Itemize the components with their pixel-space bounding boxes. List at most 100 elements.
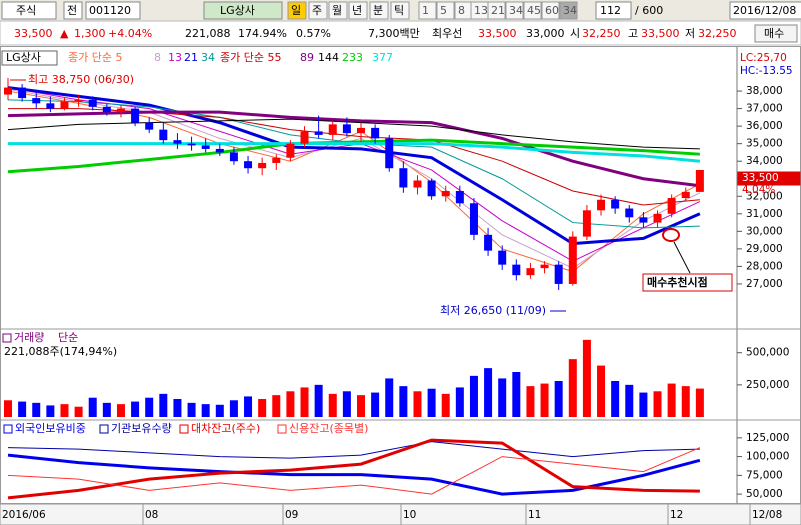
period-button[interactable] bbox=[348, 1, 368, 20]
y-tick-label: 100,000 bbox=[746, 451, 789, 463]
volume-bar bbox=[229, 400, 238, 417]
candle-body bbox=[568, 236, 577, 284]
buy-button-label[interactable]: 매수 bbox=[764, 27, 784, 40]
volume-bar bbox=[540, 383, 549, 417]
period-button[interactable] bbox=[390, 1, 410, 20]
volume-bar bbox=[32, 402, 41, 417]
y-tick-label: 32,000 bbox=[746, 190, 783, 202]
y-tick-label: 28,000 bbox=[746, 260, 783, 272]
volume-bar bbox=[102, 402, 111, 417]
interval-label[interactable]: 34 bbox=[509, 4, 523, 17]
volume-bar bbox=[300, 387, 309, 417]
volume-bar bbox=[582, 339, 591, 417]
holdings-line bbox=[7, 453, 701, 496]
interval-button[interactable] bbox=[487, 1, 506, 20]
volume-bar bbox=[173, 399, 182, 417]
info-price: 33,500 bbox=[14, 27, 53, 40]
info-ask: 33,500 bbox=[478, 27, 517, 40]
market-select[interactable]: 주식 bbox=[16, 4, 36, 17]
y-tick-label: 250,000 bbox=[746, 379, 789, 391]
period-label[interactable]: 주 bbox=[312, 4, 322, 17]
interval-label[interactable]: 13 bbox=[474, 4, 488, 17]
candle-body bbox=[371, 127, 380, 139]
volume-bar bbox=[427, 388, 436, 417]
info-arrow: ▲ bbox=[60, 27, 69, 40]
candle-body bbox=[498, 250, 507, 265]
candle-body bbox=[582, 210, 591, 237]
prefix[interactable]: 전 bbox=[67, 4, 77, 17]
volume-bar bbox=[258, 399, 267, 417]
volume-bar bbox=[639, 392, 648, 417]
volume-bar bbox=[597, 365, 606, 417]
legend-entry: 89 bbox=[300, 51, 314, 64]
interval-label[interactable]: 45 bbox=[527, 4, 541, 17]
interval-button[interactable] bbox=[436, 1, 455, 20]
period-button[interactable] bbox=[287, 1, 307, 20]
candle-body bbox=[229, 152, 238, 162]
interval-button[interactable] bbox=[523, 1, 542, 20]
buy-button[interactable] bbox=[754, 24, 798, 43]
y-tick-label: 37,000 bbox=[746, 103, 783, 115]
y-tick-label: 30,000 bbox=[746, 225, 783, 237]
candle-body bbox=[512, 264, 521, 276]
volume-bar bbox=[342, 391, 351, 417]
candle-body bbox=[46, 103, 55, 109]
candle-body bbox=[286, 143, 295, 158]
candle-body bbox=[328, 124, 337, 135]
candle-body bbox=[695, 169, 704, 192]
period-label[interactable]: 년 bbox=[352, 4, 362, 17]
period-label[interactable]: 틱 bbox=[394, 4, 404, 17]
box bbox=[63, 1, 83, 20]
moving-average bbox=[7, 110, 701, 188]
volume-bar bbox=[484, 368, 493, 417]
interval-label[interactable]: 8 bbox=[458, 4, 465, 17]
y-tick-label: 35,000 bbox=[746, 138, 783, 150]
x-tick-label: 08 bbox=[145, 509, 158, 521]
y-tick-label: 75,000 bbox=[746, 469, 783, 481]
volume-bar bbox=[60, 404, 69, 417]
interval-label[interactable]: 34 bbox=[563, 4, 577, 17]
candle-body bbox=[159, 129, 168, 141]
period-label[interactable]: 분 bbox=[373, 4, 383, 17]
count-input[interactable]: 112 bbox=[600, 4, 621, 17]
volume-bar bbox=[695, 388, 704, 417]
interval-button[interactable] bbox=[505, 1, 524, 20]
info-change: 1,300 bbox=[74, 27, 106, 40]
interval-button[interactable] bbox=[541, 1, 560, 20]
volume-bar bbox=[526, 386, 535, 417]
volume-bar bbox=[88, 397, 97, 417]
interval-button[interactable] bbox=[559, 1, 578, 20]
info-high-label: 고 bbox=[628, 27, 638, 40]
legend-entry: 대차잔고(주수) bbox=[191, 422, 260, 435]
y-tick-label: 34,000 bbox=[746, 155, 783, 167]
date-input[interactable]: 2016/12/08 bbox=[733, 4, 796, 17]
interval-button[interactable] bbox=[418, 1, 437, 20]
interval-label[interactable]: 60 bbox=[545, 4, 559, 17]
title-box bbox=[1, 50, 58, 66]
volume-bar bbox=[681, 386, 690, 417]
candle-body bbox=[145, 122, 154, 130]
code-input[interactable]: 001120 bbox=[89, 4, 131, 17]
total: / 600 bbox=[635, 4, 663, 17]
period-label[interactable]: 일 bbox=[291, 3, 301, 17]
interval-label[interactable]: 5 bbox=[440, 4, 447, 17]
candle-body bbox=[342, 124, 351, 134]
volume-bar bbox=[4, 400, 12, 417]
last-pct: 4.04% bbox=[742, 184, 775, 196]
period-button[interactable] bbox=[369, 1, 389, 20]
hc-label: HC:-13.55 bbox=[740, 65, 793, 77]
info-bar bbox=[0, 20, 801, 46]
period-button[interactable] bbox=[308, 1, 328, 20]
period-label[interactable]: 월 bbox=[332, 4, 342, 17]
period-button[interactable] bbox=[328, 1, 348, 20]
legend-entry: 144 bbox=[318, 51, 339, 64]
candle-body bbox=[300, 131, 309, 144]
volume-bar bbox=[328, 393, 337, 417]
interval-label[interactable]: 1 bbox=[422, 4, 429, 17]
legend-entry: 외국인보유비중 bbox=[15, 422, 86, 435]
x-tick-label: 12/08 bbox=[752, 509, 782, 521]
interval-label[interactable]: 21 bbox=[491, 4, 505, 17]
candle-body bbox=[187, 143, 196, 146]
volume-bar bbox=[46, 405, 55, 417]
